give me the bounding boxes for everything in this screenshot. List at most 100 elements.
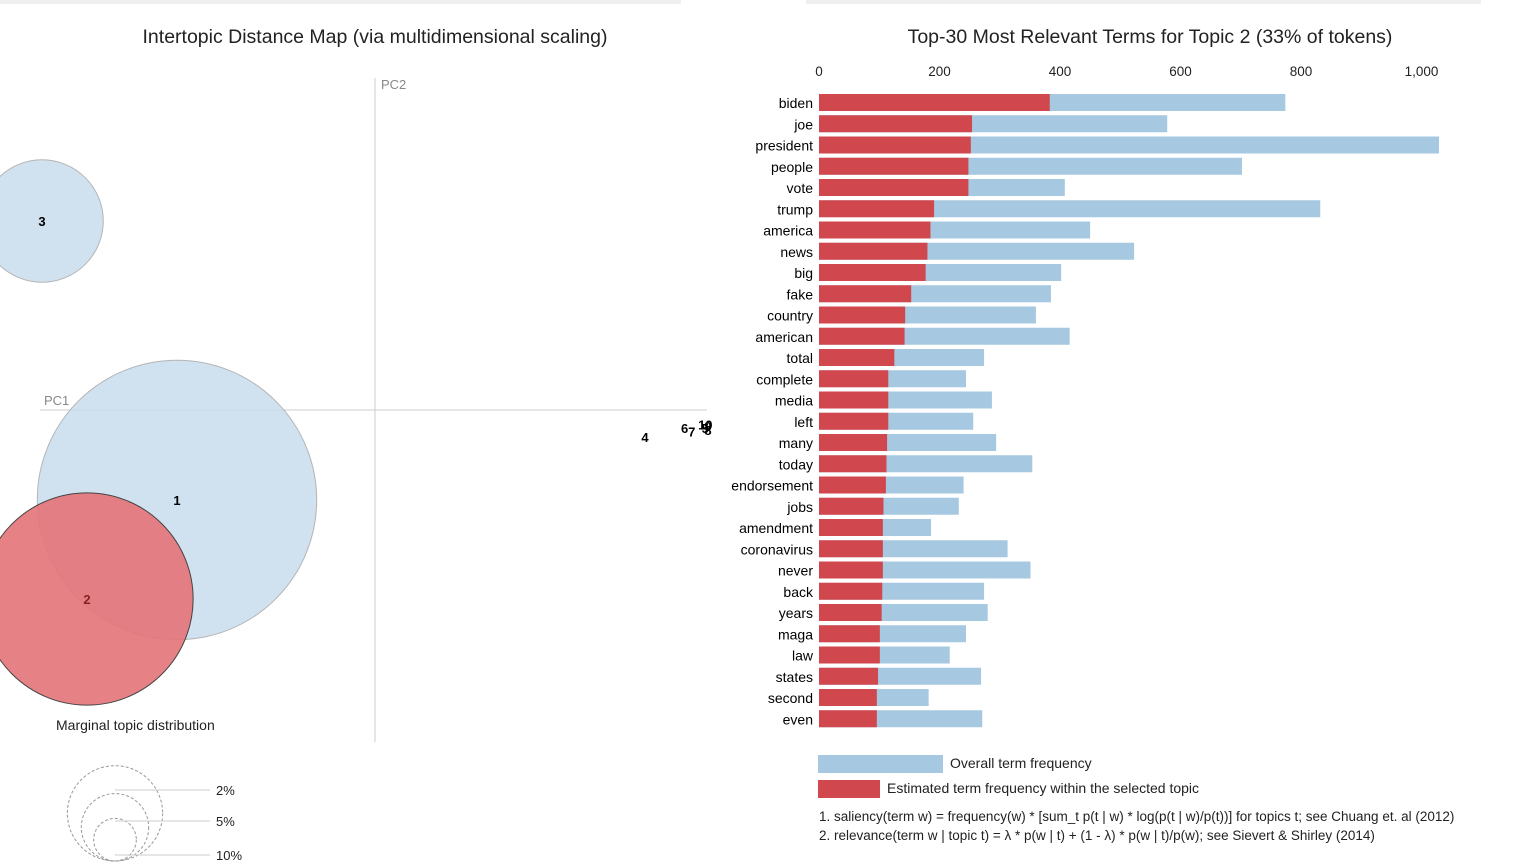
- term-label[interactable]: maga: [778, 626, 813, 642]
- topic-frequency-bar[interactable]: [819, 221, 931, 239]
- term-label[interactable]: even: [783, 711, 813, 727]
- term-row[interactable]: president: [755, 136, 1439, 154]
- term-row[interactable]: maga: [778, 625, 967, 643]
- topic-label[interactable]: 10: [698, 417, 712, 432]
- term-label[interactable]: back: [783, 584, 814, 600]
- topic-frequency-bar[interactable]: [819, 561, 883, 579]
- topic-frequency-bar[interactable]: [819, 200, 935, 218]
- topic-frequency-bar[interactable]: [819, 497, 884, 515]
- term-row[interactable]: biden: [779, 94, 1286, 111]
- topic-frequency-bar[interactable]: [819, 689, 877, 706]
- term-row[interactable]: complete: [756, 370, 967, 388]
- term-label[interactable]: biden: [779, 95, 813, 111]
- term-label[interactable]: coronavirus: [741, 541, 813, 557]
- topic-label[interactable]: 9: [704, 419, 711, 434]
- topic-circle[interactable]: [0, 159, 104, 283]
- topic-frequency-bar[interactable]: [819, 604, 882, 621]
- term-label[interactable]: news: [780, 244, 813, 260]
- term-row[interactable]: jobs: [786, 497, 959, 515]
- term-row[interactable]: years: [779, 604, 988, 621]
- term-row[interactable]: law: [792, 646, 950, 664]
- term-label[interactable]: president: [755, 138, 813, 154]
- topic-frequency-bar[interactable]: [819, 582, 883, 600]
- term-label[interactable]: many: [779, 435, 813, 451]
- topic-label[interactable]: 3: [38, 214, 45, 229]
- term-label[interactable]: joe: [793, 116, 813, 132]
- term-row[interactable]: american: [755, 327, 1070, 345]
- term-row[interactable]: back: [783, 582, 985, 600]
- topic-frequency-bar[interactable]: [819, 285, 912, 303]
- topic-frequency-bar[interactable]: [819, 391, 889, 409]
- term-row[interactable]: today: [779, 455, 1033, 473]
- term-row[interactable]: total: [787, 349, 985, 366]
- topic-frequency-bar[interactable]: [819, 434, 888, 451]
- term-label[interactable]: country: [767, 308, 813, 324]
- term-row[interactable]: country: [767, 306, 1036, 324]
- topic-frequency-bar[interactable]: [819, 412, 889, 430]
- term-label[interactable]: states: [776, 669, 813, 685]
- topic-frequency-bar[interactable]: [819, 264, 926, 281]
- topic-label[interactable]: 4: [641, 430, 649, 445]
- topic-frequency-bar[interactable]: [819, 476, 886, 494]
- term-label[interactable]: endorsement: [731, 478, 813, 494]
- term-row[interactable]: america: [763, 221, 1091, 239]
- term-row[interactable]: fake: [787, 285, 1051, 303]
- topic-label[interactable]: 6: [681, 421, 688, 436]
- term-row[interactable]: big: [794, 264, 1062, 281]
- topic-frequency-bar[interactable]: [819, 370, 889, 388]
- topic-label[interactable]: 2: [83, 592, 90, 607]
- term-row[interactable]: endorsement: [731, 476, 964, 494]
- term-label[interactable]: left: [794, 414, 813, 430]
- term-row[interactable]: second: [768, 689, 929, 706]
- term-label[interactable]: big: [794, 265, 813, 281]
- topic-frequency-bar[interactable]: [819, 136, 971, 154]
- topic-frequency-bar[interactable]: [819, 157, 969, 175]
- topic-frequency-bar[interactable]: [819, 349, 895, 366]
- term-label[interactable]: people: [771, 159, 813, 175]
- topic-frequency-bar[interactable]: [819, 115, 973, 133]
- topic-label[interactable]: 7: [688, 425, 695, 440]
- term-label[interactable]: amendment: [739, 520, 813, 536]
- topic-label[interactable]: 8: [704, 423, 711, 438]
- left-slider-track[interactable]: [0, 0, 681, 4]
- term-label[interactable]: jobs: [786, 499, 813, 515]
- term-label[interactable]: trump: [777, 201, 813, 217]
- overall-frequency-bar[interactable]: [819, 136, 1439, 154]
- term-row[interactable]: vote: [787, 179, 1065, 196]
- term-row[interactable]: media: [775, 391, 992, 409]
- term-label[interactable]: second: [768, 690, 813, 706]
- term-row[interactable]: coronavirus: [741, 540, 1008, 558]
- topic-frequency-bar[interactable]: [819, 94, 1050, 111]
- term-row[interactable]: never: [778, 561, 1031, 579]
- topic-frequency-bar[interactable]: [819, 455, 887, 473]
- topic-frequency-bar[interactable]: [819, 646, 880, 664]
- right-slider-track[interactable]: [806, 0, 1481, 4]
- term-row[interactable]: people: [771, 157, 1242, 175]
- term-label[interactable]: media: [775, 393, 813, 409]
- term-label[interactable]: complete: [756, 371, 813, 387]
- term-row[interactable]: left: [794, 412, 974, 430]
- term-label[interactable]: total: [787, 350, 813, 366]
- topic-label[interactable]: 5: [702, 421, 709, 436]
- term-row[interactable]: news: [780, 242, 1135, 260]
- topic-frequency-bar[interactable]: [819, 327, 905, 345]
- overall-frequency-bar[interactable]: [819, 200, 1321, 218]
- term-row[interactable]: even: [783, 710, 983, 728]
- term-row[interactable]: trump: [777, 200, 1321, 218]
- topic-frequency-bar[interactable]: [819, 667, 879, 685]
- topic-frequency-bar[interactable]: [819, 625, 880, 643]
- term-label[interactable]: today: [779, 456, 813, 472]
- term-label[interactable]: american: [755, 329, 813, 345]
- topic-frequency-bar[interactable]: [819, 306, 906, 324]
- term-row[interactable]: states: [776, 667, 982, 685]
- term-label[interactable]: never: [778, 563, 813, 579]
- term-label[interactable]: vote: [787, 180, 814, 196]
- topic-frequency-bar[interactable]: [819, 519, 883, 536]
- term-label[interactable]: america: [763, 223, 813, 239]
- topic-label[interactable]: 1: [173, 493, 180, 508]
- term-row[interactable]: joe: [793, 115, 1168, 133]
- topic-frequency-bar[interactable]: [819, 710, 877, 728]
- term-row[interactable]: amendment: [739, 519, 932, 536]
- term-label[interactable]: fake: [787, 286, 814, 302]
- topic-circle[interactable]: [0, 492, 194, 706]
